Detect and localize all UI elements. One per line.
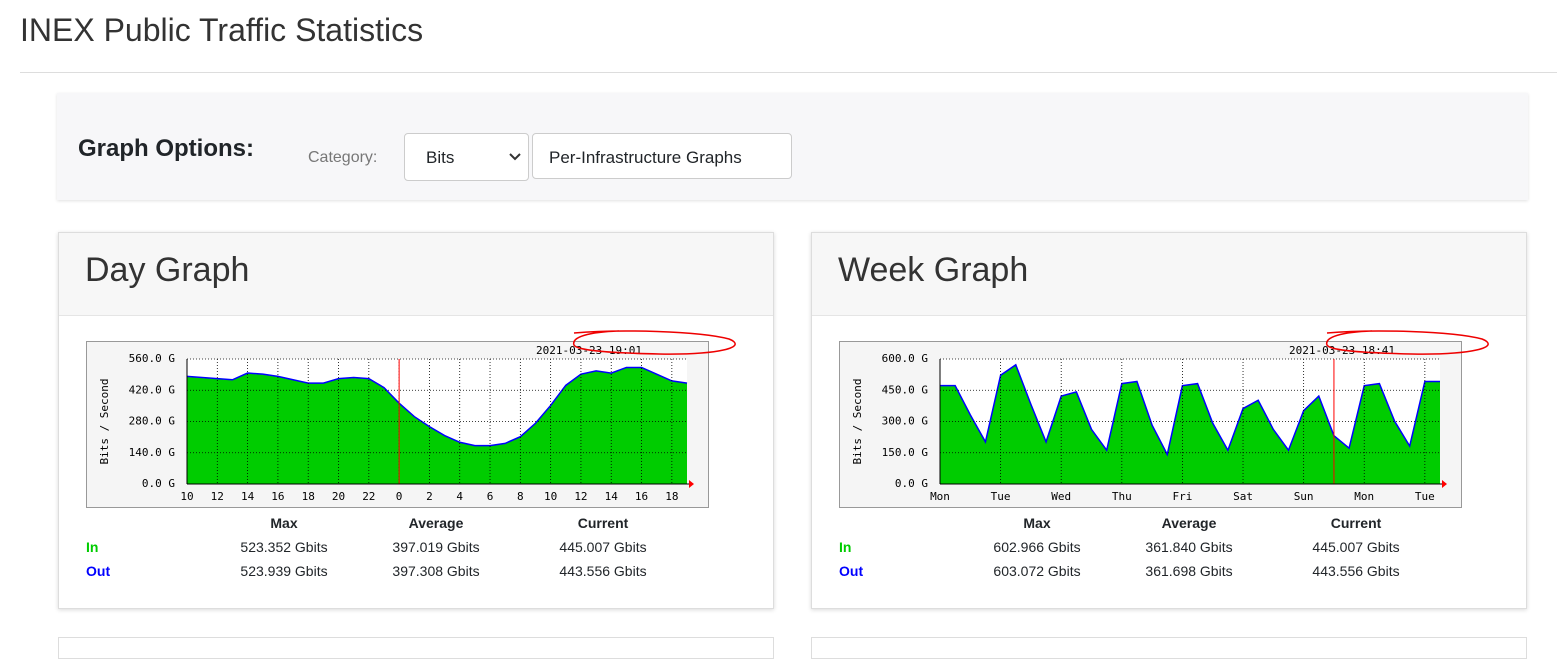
x-tick-label: 4 xyxy=(456,490,463,503)
x-tick-label: 14 xyxy=(241,490,255,503)
stats-header: Max xyxy=(1023,515,1051,531)
y-axis-label: Bits / Second xyxy=(98,378,111,464)
stats-value: 445.007 Gbits xyxy=(559,539,647,555)
panel-header: Week Graph xyxy=(812,233,1526,316)
area-in xyxy=(940,365,1440,484)
page: INEX Public Traffic Statistics Graph Opt… xyxy=(20,12,1557,659)
stats-value: 361.840 Gbits xyxy=(1145,539,1233,555)
stats-value: 602.966 Gbits xyxy=(993,539,1081,555)
x-tick-label: 10 xyxy=(180,490,193,503)
x-tick-label: 12 xyxy=(574,490,587,503)
y-tick-label: 140.0 G xyxy=(129,446,175,459)
graph-panel: Day Graph 2021-03-23 19:01 Bits / Second 0… xyxy=(58,232,774,609)
x-tick-label: Thu xyxy=(1112,490,1132,503)
stats-value: 443.556 Gbits xyxy=(1312,563,1400,579)
x-tick-label: Mon xyxy=(1354,490,1374,503)
x-tick-label: Sun xyxy=(1294,490,1314,503)
y-tick-label: 0.0 G xyxy=(142,477,175,490)
x-tick-label: Sat xyxy=(1233,490,1253,503)
x-tick-label: 16 xyxy=(635,490,648,503)
x-tick-label: 12 xyxy=(211,490,224,503)
x-tick-label: 6 xyxy=(487,490,494,503)
stats-value: 523.939 Gbits xyxy=(240,563,328,579)
divider xyxy=(20,72,1557,73)
line-out xyxy=(186,366,688,447)
y-axis-label: Bits / Second xyxy=(851,378,864,464)
y-tick-label: 420.0 G xyxy=(129,383,175,396)
y-tick-label: 450.0 G xyxy=(882,383,928,396)
stats-header: Max xyxy=(270,515,298,531)
x-tick-label: Mon xyxy=(930,490,950,503)
x-tick-label: Wed xyxy=(1051,490,1071,503)
panel-title: Week Graph xyxy=(838,251,1029,289)
stats-value: 361.698 Gbits xyxy=(1145,563,1233,579)
graph-panel: Week Graph 2021-03-23 18:41 Bits / Second… xyxy=(811,232,1527,609)
annotation-circle xyxy=(573,330,736,355)
x-tick-label: 10 xyxy=(544,490,557,503)
panel-title: Day Graph xyxy=(85,251,250,289)
y-tick-label: 150.0 G xyxy=(882,446,928,459)
annotation-circle xyxy=(1326,330,1489,355)
y-tick-label: 280.0 G xyxy=(129,415,175,428)
stats-row-label: In xyxy=(86,539,99,555)
x-tick-label: 8 xyxy=(517,490,524,503)
panel-header: Day Graph xyxy=(59,233,773,316)
x-tick-label: Tue xyxy=(991,490,1011,503)
x-tick-label: 2 xyxy=(426,490,433,503)
stats-value: 445.007 Gbits xyxy=(1312,539,1400,555)
stats-row-label: Out xyxy=(86,563,111,579)
x-tick-label: Tue xyxy=(1415,490,1435,503)
next-panel xyxy=(58,637,774,659)
line-out xyxy=(940,363,1440,457)
x-tick-label: 0 xyxy=(396,490,403,503)
chevron xyxy=(509,153,521,161)
stats-header: Current xyxy=(1330,515,1382,531)
graph-options: Graph Options: Category: Bits Per-Infras… xyxy=(57,93,1528,200)
stats-row-label: Out xyxy=(839,563,864,579)
button-label: Per-Infrastructure Graphs xyxy=(549,148,742,167)
y-tick-label: 600.0 G xyxy=(882,352,928,365)
stats-value: 397.019 Gbits xyxy=(392,539,480,555)
y-tick-label: 300.0 G xyxy=(882,415,928,428)
area-in xyxy=(187,367,687,484)
y-tick-label: 560.0 G xyxy=(129,352,175,365)
x-tick-label: Fri xyxy=(1172,490,1192,503)
stats-value: 397.308 Gbits xyxy=(392,563,480,579)
stats-header: Average xyxy=(408,515,464,531)
stats-value: 523.352 Gbits xyxy=(240,539,328,555)
page-title: INEX Public Traffic Statistics xyxy=(20,12,424,48)
stats-header: Average xyxy=(1161,515,1217,531)
select-value: Bits xyxy=(426,148,455,167)
category-label: Category: xyxy=(308,149,378,166)
stats-value: 603.072 Gbits xyxy=(993,563,1081,579)
x-tick-label: 22 xyxy=(362,490,375,503)
y-tick-label: 0.0 G xyxy=(895,477,928,490)
infra-button[interactable]: Per-Infrastructure Graphs xyxy=(532,133,792,179)
x-tick-label: 18 xyxy=(302,490,315,503)
category-select[interactable]: Bits xyxy=(404,133,529,181)
axis-arrow xyxy=(1442,480,1447,488)
x-tick-label: 18 xyxy=(665,490,678,503)
stats-value: 443.556 Gbits xyxy=(559,563,647,579)
axis-arrow xyxy=(689,480,694,488)
x-tick-label: 16 xyxy=(271,490,284,503)
x-tick-label: 20 xyxy=(332,490,345,503)
next-panel xyxy=(811,637,1527,659)
stats-row-label: In xyxy=(839,539,852,555)
x-tick-label: 14 xyxy=(605,490,619,503)
options-heading: Graph Options: xyxy=(78,135,254,162)
stats-header: Current xyxy=(577,515,629,531)
